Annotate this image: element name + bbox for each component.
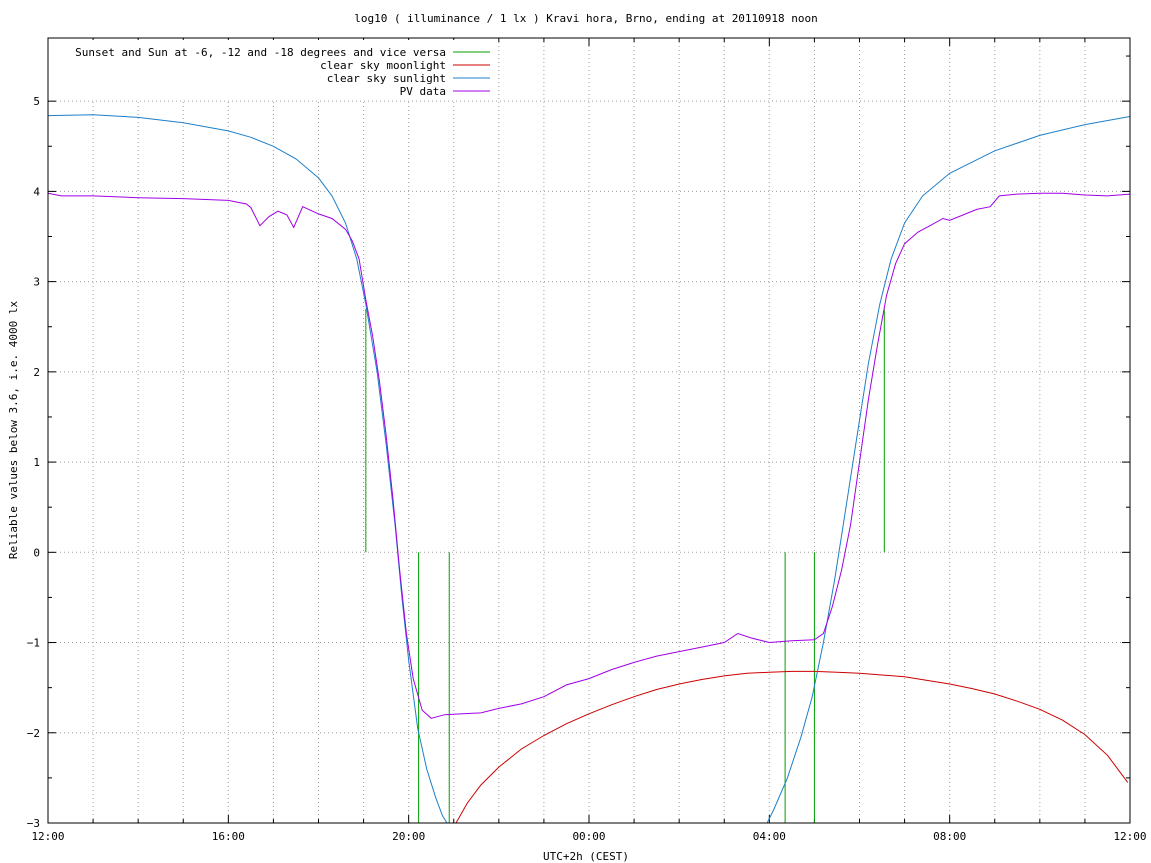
x-tick-label: 08:00 [933, 830, 966, 843]
x-axis-label: UTC+2h (CEST) [543, 850, 629, 863]
legend-label: Sunset and Sun at -6, -12 and -18 degree… [75, 46, 446, 59]
plot-frame [47, 37, 1131, 824]
x-tick-label: 04:00 [753, 830, 786, 843]
legend: Sunset and Sun at -6, -12 and -18 degree… [75, 46, 490, 98]
legend-label: clear sky sunlight [327, 72, 446, 85]
y-tick-label: 0 [33, 546, 40, 559]
legend-label: PV data [400, 85, 446, 98]
chart-title: log10 ( illuminance / 1 lx ) Kravi hora,… [354, 12, 818, 25]
y-tick-label: 2 [33, 366, 40, 379]
pv-series-line [48, 192, 1130, 719]
legend-label: clear sky moonlight [320, 59, 446, 72]
y-tick-label: 3 [33, 276, 40, 289]
series-layer [48, 114, 1130, 823]
y-tick-label: 4 [33, 185, 40, 198]
sun-series-line [48, 114, 1130, 823]
x-tick-label: 00:00 [572, 830, 605, 843]
x-tick-label: 12:00 [31, 830, 64, 843]
x-tick-label: 16:00 [212, 830, 245, 843]
x-tick-label: 20:00 [392, 830, 425, 843]
y-tick-label: −3 [27, 817, 40, 830]
y-axis-label: Reliable values below 3.6, i.e. 4000 lx [7, 300, 20, 559]
moon-series-line [455, 670, 1129, 823]
y-tick-label: −1 [27, 637, 40, 650]
y-tick-label: 1 [33, 456, 40, 469]
y-tick-label: −2 [27, 727, 40, 740]
legend-background [48, 40, 498, 100]
grid-lines [48, 38, 1130, 823]
x-tick-label: 12:00 [1113, 830, 1146, 843]
y-tick-label: 5 [33, 95, 40, 108]
